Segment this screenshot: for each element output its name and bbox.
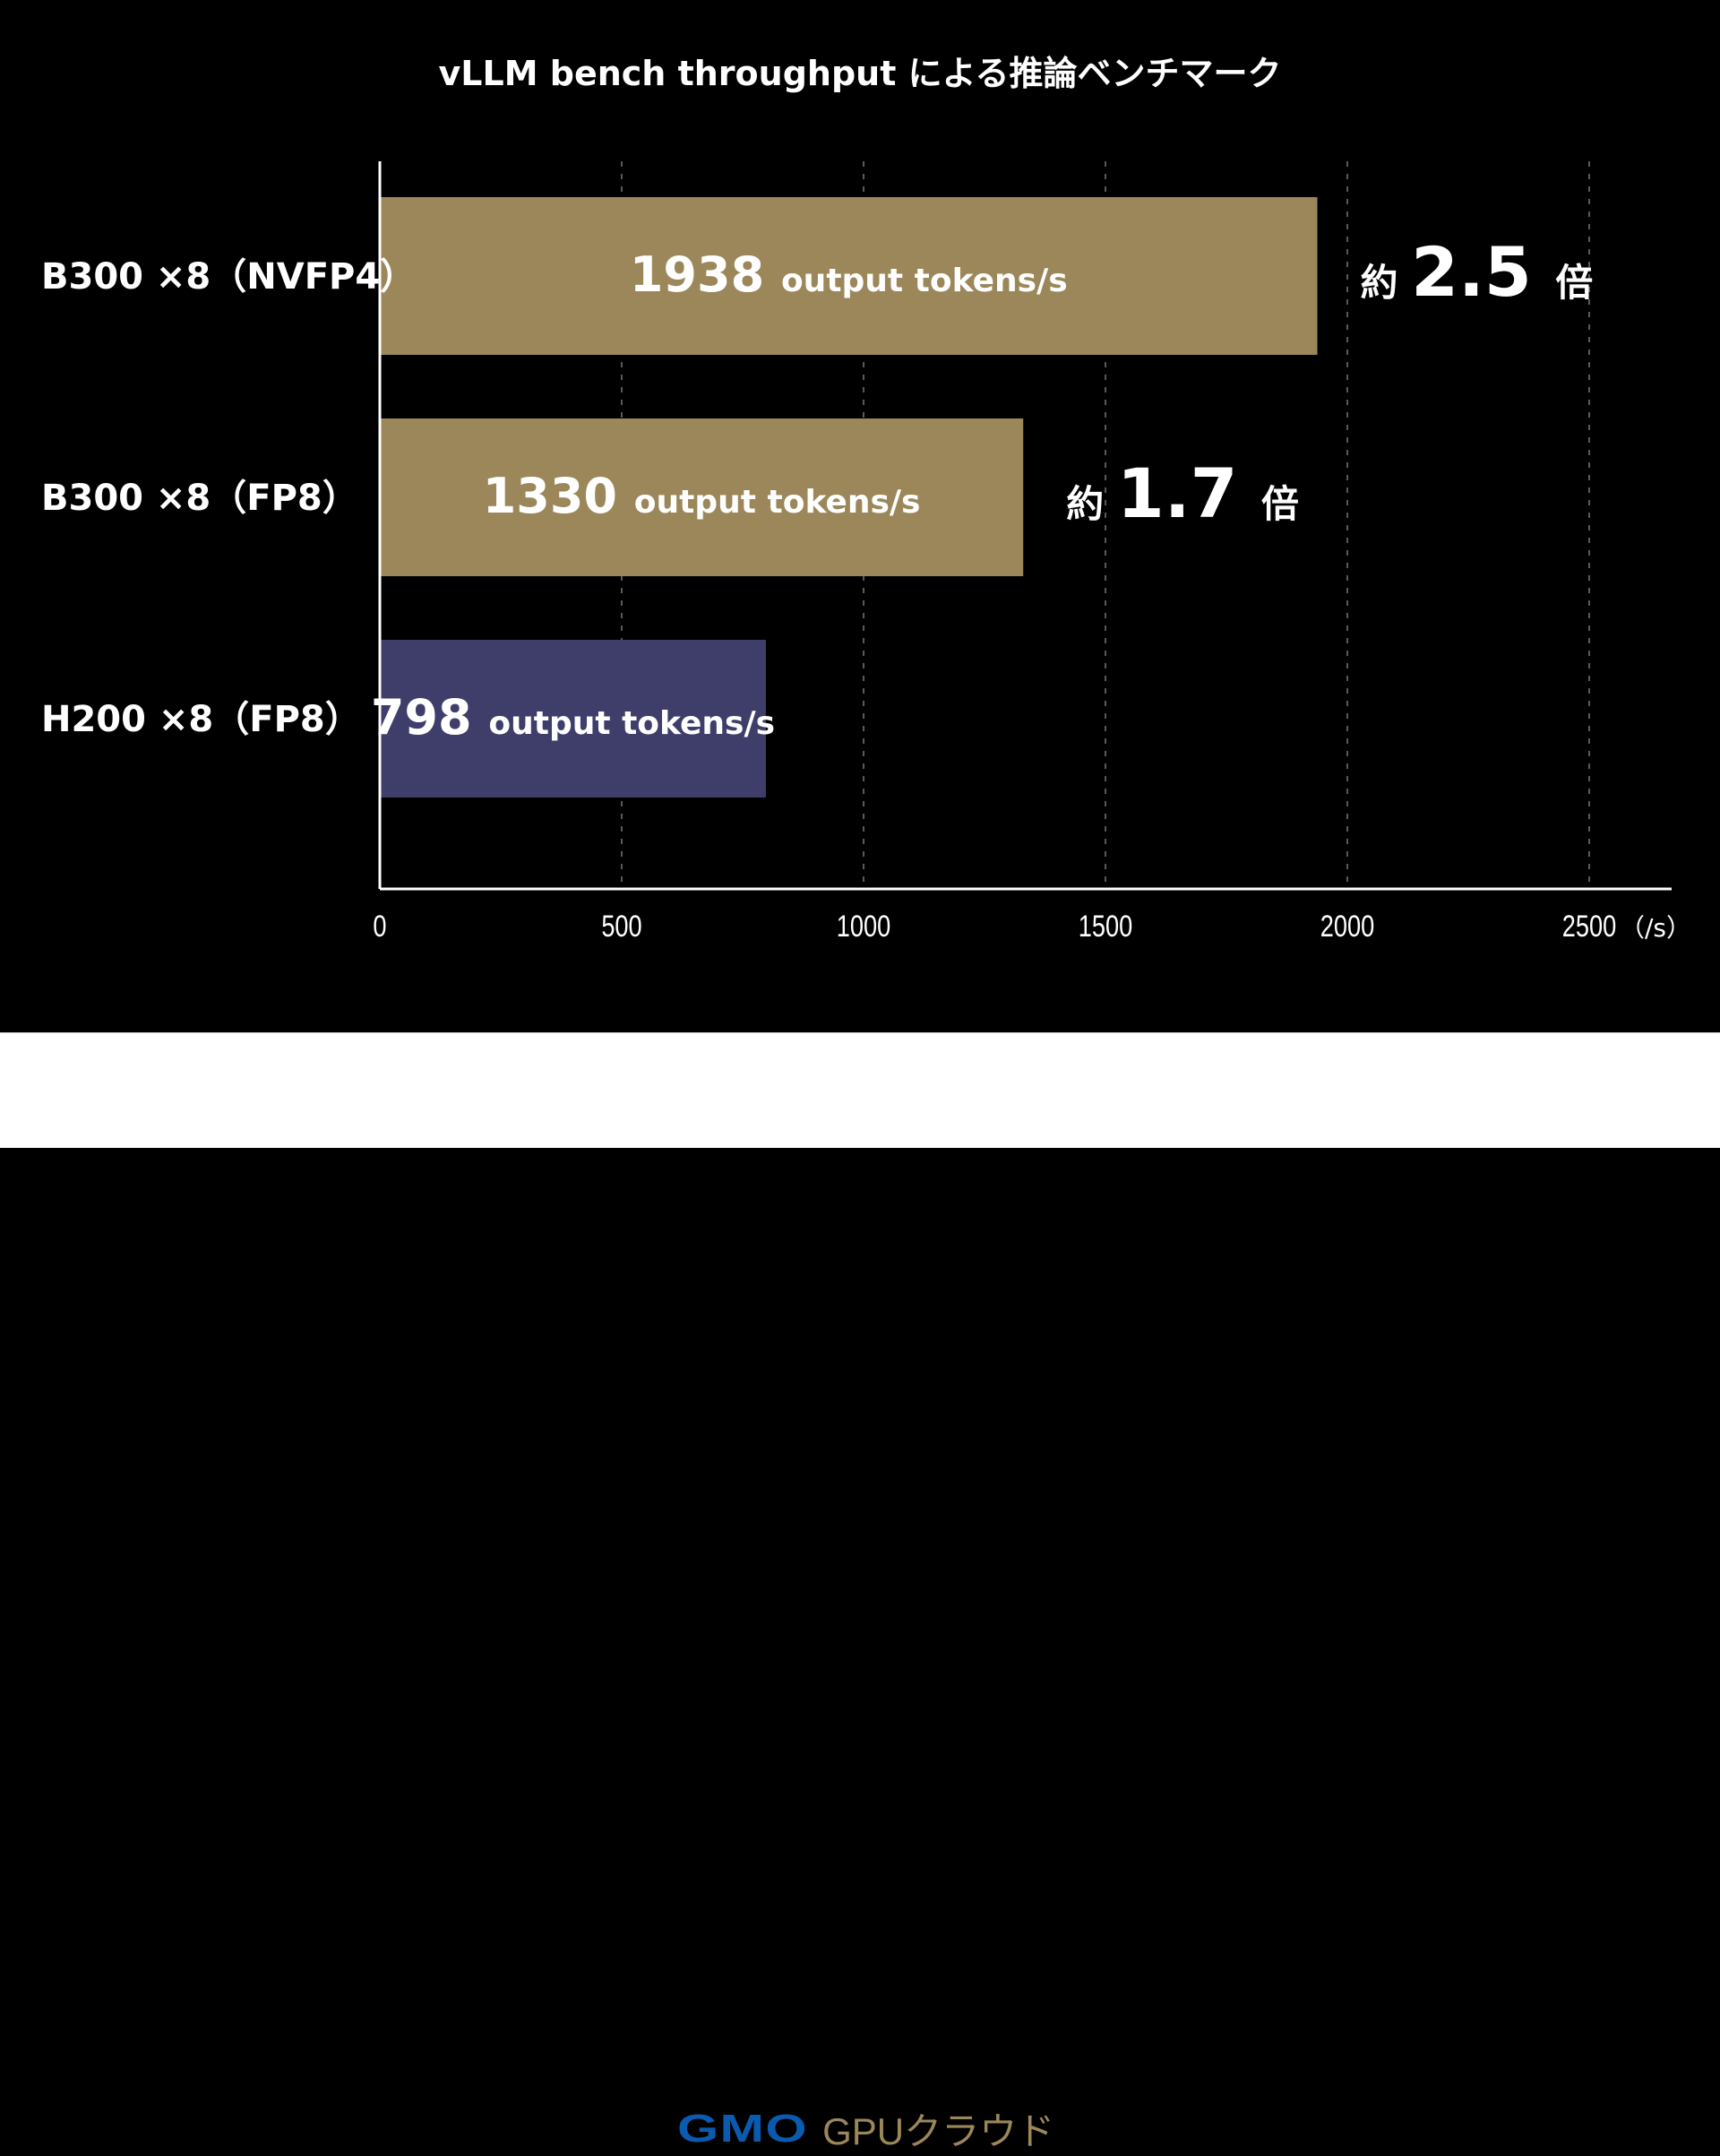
chart-title: vLLM bench throughput による推論ベンチマーク bbox=[439, 54, 1282, 93]
bar bbox=[380, 197, 1318, 355]
category-label: H200 ×8（FP8） bbox=[41, 699, 361, 740]
x-tick-label: 2500 bbox=[1562, 909, 1616, 944]
logo-gmo: GMO bbox=[677, 2106, 808, 2151]
ratio-prefix: 約 bbox=[1361, 261, 1412, 305]
x-tick-label: 0 bbox=[373, 909, 386, 944]
ratio-suffix: 倍 bbox=[1261, 482, 1299, 526]
ratio-value: 1.7 bbox=[1117, 453, 1261, 533]
ratio-annotation: 約 2.5 倍 bbox=[1361, 232, 1594, 312]
ratio-suffix: 倍 bbox=[1555, 261, 1593, 305]
data-label: 1938 output tokens/s bbox=[630, 246, 1068, 303]
x-tick-label: 1500 bbox=[1079, 909, 1132, 944]
x-tick-label: 2000 bbox=[1320, 909, 1374, 944]
ratio-annotation: 約 1.7 倍 bbox=[1066, 453, 1299, 533]
data-unit: output tokens/s bbox=[634, 484, 921, 521]
chart: vLLM bench throughput による推論ベンチマーク B300 ×… bbox=[41, 54, 1691, 944]
data-unit: output tokens/s bbox=[488, 705, 775, 742]
bar bbox=[380, 640, 766, 798]
data-label: 1330 output tokens/s bbox=[483, 468, 921, 524]
data-value: 1330 bbox=[483, 468, 634, 524]
footer: GMO GPUクラウド bbox=[0, 1032, 1720, 2152]
x-tick-label: 500 bbox=[601, 909, 641, 944]
data-unit: output tokens/s bbox=[781, 263, 1068, 299]
x-unit-label: （/s） bbox=[1620, 913, 1691, 943]
x-tick-label: 1000 bbox=[837, 909, 890, 944]
data-value: 1938 bbox=[630, 246, 781, 303]
bar bbox=[380, 418, 1024, 576]
category-label: B300 ×8（NVFP4） bbox=[41, 256, 416, 298]
ratio-prefix: 約 bbox=[1066, 482, 1117, 526]
data-value: 798 bbox=[371, 689, 489, 746]
logo-service: GPUクラウド bbox=[822, 2110, 1055, 2152]
data-label: 798 output tokens/s bbox=[371, 689, 775, 746]
gmo-gpu-cloud-logo: GMO GPUクラウド bbox=[677, 2101, 1054, 2156]
ratio-value: 2.5 bbox=[1411, 232, 1555, 312]
category-label: B300 ×8（FP8） bbox=[41, 478, 358, 519]
